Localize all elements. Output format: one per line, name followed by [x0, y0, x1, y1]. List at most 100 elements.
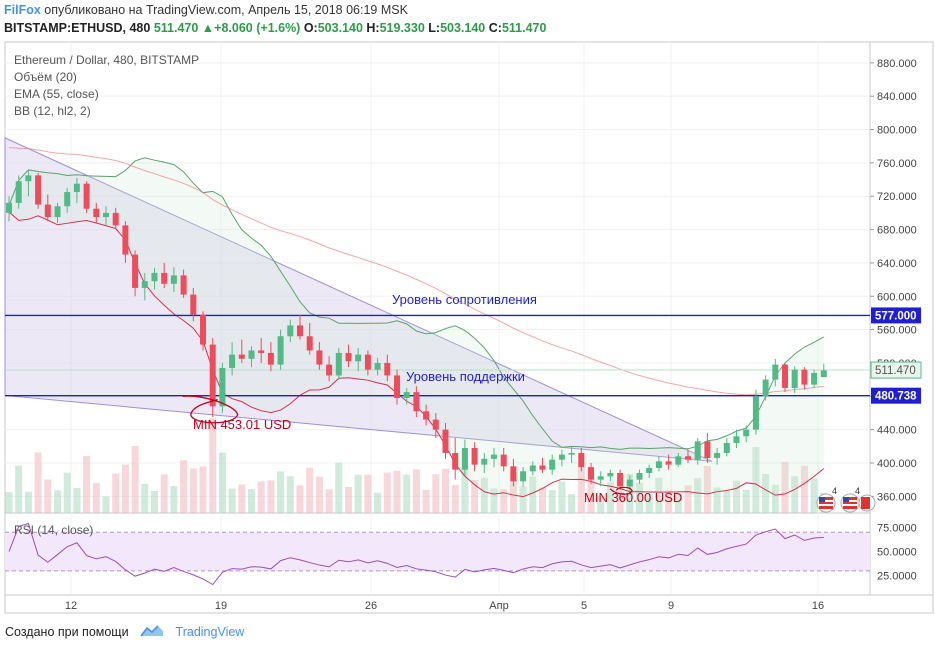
author-link[interactable]: FilFox — [4, 3, 41, 17]
volume-bar — [490, 488, 498, 513]
candle-body — [93, 208, 100, 218]
volume-bar — [63, 472, 71, 513]
candle-body — [626, 479, 633, 487]
candle-body — [355, 354, 362, 362]
volume-bar — [500, 489, 508, 513]
open-label: O: — [303, 21, 318, 35]
volume-bar — [383, 472, 391, 513]
candle-body — [151, 272, 158, 282]
candle-body — [267, 352, 274, 365]
published-text: опубликовано на TradingView.com, Апрель … — [44, 3, 408, 17]
resistance-label: Уровень сопротивления — [392, 292, 537, 307]
price-change: +8.060 (+1.6%) — [214, 21, 301, 35]
candle — [277, 329, 284, 370]
volume-bar — [209, 418, 217, 513]
x-tick-label: 16 — [812, 600, 824, 612]
candle — [558, 449, 565, 467]
candle-body — [238, 354, 245, 359]
candle-body — [258, 350, 265, 353]
candle-body — [316, 350, 323, 365]
footer: Создано при помощи TradingView — [5, 622, 244, 639]
us-flag-icon[interactable]: 4 — [816, 486, 837, 513]
candle-body — [801, 369, 808, 385]
support-badge: 480.738 — [871, 387, 921, 404]
candle — [83, 181, 90, 213]
candle-body — [733, 436, 740, 443]
volume-bar — [141, 483, 149, 513]
candle-body — [277, 336, 284, 365]
symbol-name: BITSTAMP:ETHUSD, 480 — [4, 21, 151, 35]
high-value: 519.330 — [379, 21, 425, 35]
volume-bar — [44, 479, 52, 513]
candle — [413, 386, 420, 418]
volume-bar — [112, 473, 120, 513]
x-tick-label: 9 — [668, 600, 674, 612]
candle-body — [35, 175, 42, 205]
candle — [723, 437, 730, 457]
candle — [384, 354, 391, 382]
candle — [597, 471, 604, 487]
volume-bar — [393, 470, 401, 513]
candle-body — [297, 325, 303, 337]
created-with-text: Создано при помощи — [5, 625, 129, 639]
candle-body — [248, 350, 255, 359]
volume-bar — [606, 482, 614, 513]
candle-body — [326, 364, 333, 376]
candle — [248, 346, 255, 368]
y-tick-label: 560.000 — [877, 325, 917, 337]
candle — [801, 367, 808, 390]
candle-body — [112, 212, 119, 226]
volume-bar — [703, 466, 711, 513]
volume-bar — [597, 496, 605, 513]
low-label: L: — [428, 21, 441, 35]
volume-bar — [238, 484, 246, 513]
candle-body — [461, 447, 468, 470]
svg-text:4: 4 — [832, 486, 837, 496]
candle-body — [423, 411, 430, 420]
support-label: Уровень поддержки — [406, 369, 525, 384]
candle-body — [170, 275, 177, 284]
candle — [704, 432, 711, 463]
volume-bar — [742, 489, 750, 513]
descending-triangle — [4, 137, 713, 462]
y-tick-label: 720.000 — [877, 191, 917, 203]
candle — [112, 207, 119, 230]
volume-bar — [568, 494, 576, 513]
rsi-tick-label: 75.0000 — [877, 522, 917, 534]
candle-body — [219, 367, 226, 407]
volume-bar — [432, 474, 440, 513]
volume-bar — [539, 487, 546, 513]
candle — [520, 467, 527, 487]
volume-bar — [296, 485, 304, 513]
tradingview-brand[interactable]: TradingView — [175, 625, 245, 639]
volume-bar — [277, 471, 285, 513]
candle-body — [44, 204, 51, 218]
candle — [491, 447, 497, 468]
candle — [287, 319, 294, 343]
volume-bar — [655, 477, 663, 513]
candle — [791, 366, 798, 393]
volume-bar — [5, 492, 13, 513]
candle — [568, 446, 575, 463]
volume-bar — [461, 465, 469, 513]
candle — [394, 369, 400, 405]
volume-bar — [267, 480, 275, 513]
candle-body — [180, 275, 187, 295]
candle — [655, 456, 662, 472]
candle-body — [442, 429, 449, 453]
candle-body — [714, 452, 721, 458]
volume-bar — [442, 468, 449, 513]
candle — [267, 342, 274, 372]
volume-bar — [345, 487, 352, 513]
us-flag-icon[interactable]: 4 — [840, 486, 860, 513]
candle-body — [83, 183, 90, 209]
candle — [733, 429, 740, 448]
time-axis[interactable] — [4, 594, 934, 614]
candle — [374, 357, 381, 376]
us-flag-icon[interactable] — [858, 494, 876, 512]
candle-body — [15, 181, 22, 203]
volume-bar — [189, 468, 197, 513]
candle — [685, 449, 691, 463]
y-tick-label: 600.000 — [877, 291, 917, 303]
